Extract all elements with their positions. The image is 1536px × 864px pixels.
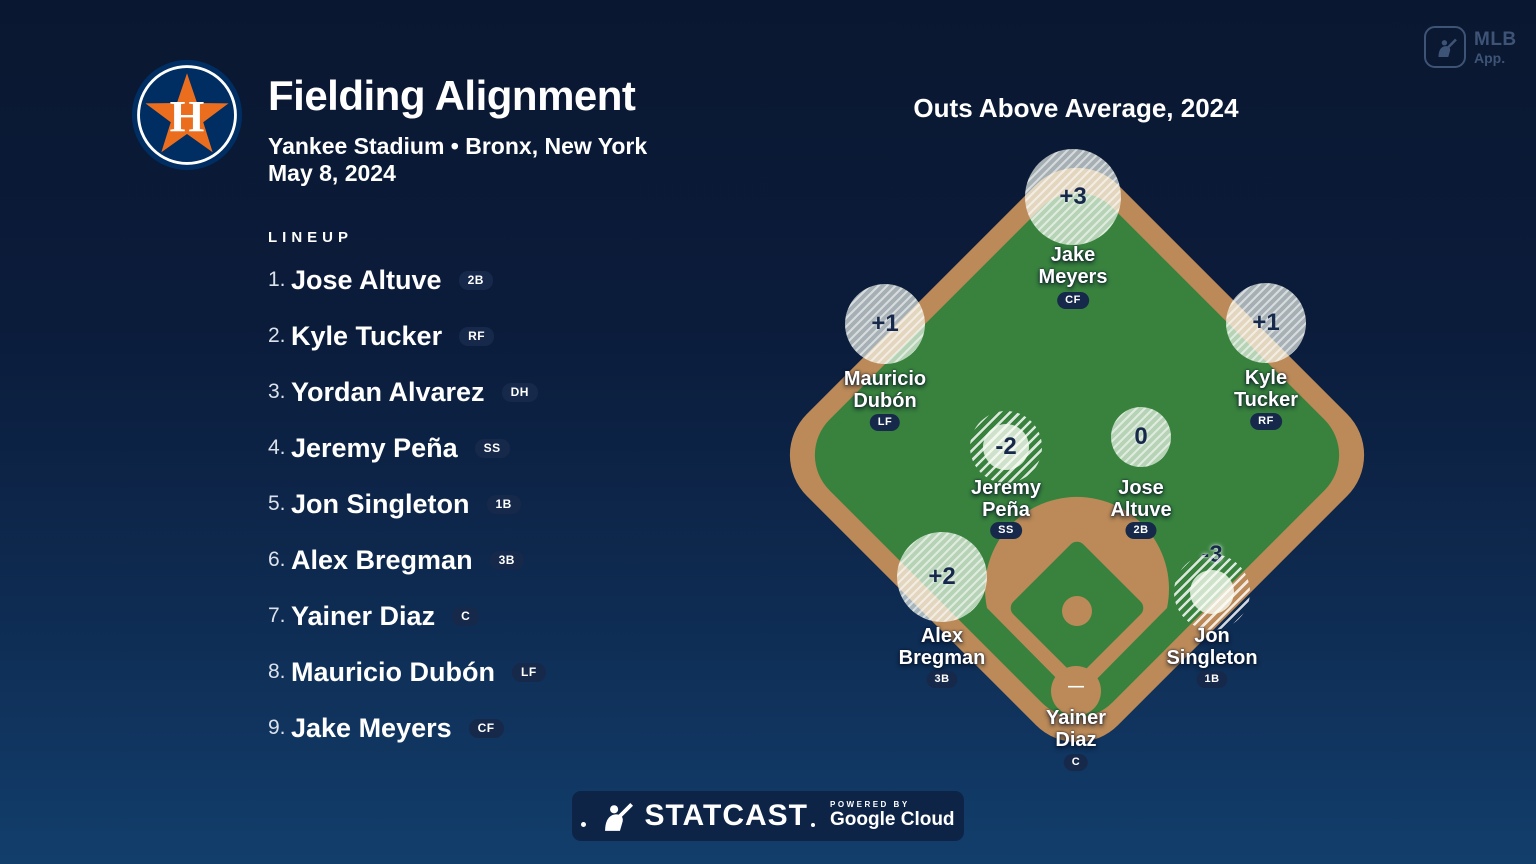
- game-date: May 8, 2024: [268, 160, 396, 186]
- position-badge: 2B: [458, 270, 493, 290]
- lineup-order: 8.: [268, 660, 286, 683]
- lineup-order: 5.: [268, 492, 286, 515]
- player-name: Yainer Diaz: [1045, 707, 1107, 751]
- position-badge: CF: [468, 718, 504, 738]
- lineup-row: 5. Jon Singleton 1B: [268, 476, 546, 532]
- lineup-list: 1. Jose Altuve 2B 2. Kyle Tucker RF 3. Y…: [268, 252, 546, 756]
- position-badge: SS: [474, 438, 510, 458]
- lineup-player-name: Mauricio Dubón: [291, 656, 495, 687]
- powered-by-label: POWERED BY: [830, 800, 910, 810]
- player-name: Mauricio Dubón: [843, 368, 927, 412]
- astros-monogram: H: [170, 91, 205, 141]
- player-name: Alex Bregman: [898, 625, 986, 669]
- mlb-app-icon: [1424, 26, 1466, 68]
- oaa-bubble: +2: [897, 532, 987, 622]
- position-badge: DH: [501, 382, 538, 402]
- lineup-row: 9. Jake Meyers CF: [268, 700, 546, 756]
- statcast-dot: [581, 821, 587, 827]
- venue-location: Yankee Stadium • Bronx, New York: [268, 133, 648, 159]
- mlb-app-label-app: App.: [1474, 49, 1506, 66]
- oaa-value-none: —: [1068, 678, 1084, 695]
- player-name: Jose Altuve: [1110, 477, 1172, 521]
- position-badge: 3B: [926, 671, 958, 688]
- position-badge: LF: [512, 662, 546, 682]
- page-title: Fielding Alignment: [268, 72, 636, 119]
- position-badge: 1B: [486, 494, 521, 514]
- player-name: Jon Singleton: [1166, 625, 1258, 669]
- lineup-player-name: Alex Bregman: [291, 544, 473, 575]
- statcast-trademark-dot: [811, 823, 815, 827]
- oaa-bubble: +1: [1226, 283, 1306, 363]
- lineup-player-name: Kyle Tucker: [291, 320, 443, 351]
- lineup-order: 7.: [268, 604, 286, 627]
- position-badge: 3B: [489, 550, 524, 570]
- position-badge: LF: [869, 414, 901, 431]
- oaa-value: +1: [1252, 309, 1280, 336]
- pitchers-mound: [1062, 596, 1092, 626]
- oaa-bubble: +3: [1025, 149, 1121, 245]
- lineup-player-name: Yainer Diaz: [291, 600, 436, 631]
- player-name: Jeremy Peña: [970, 477, 1042, 521]
- position-badge: 1B: [1196, 671, 1228, 688]
- position-badge: C: [452, 606, 480, 626]
- mlb-app-logo: MLB App.: [1424, 26, 1517, 68]
- lineup-label: LINEUP: [268, 229, 354, 246]
- oaa-title: Outs Above Average, 2024: [913, 93, 1239, 123]
- lineup-player-name: Jeremy Peña: [291, 432, 458, 463]
- lineup-order: 1.: [268, 268, 286, 291]
- oaa-value: +2: [928, 563, 956, 590]
- position-badge: SS: [990, 522, 1022, 539]
- player-name: Jake Meyers: [1038, 244, 1108, 288]
- home-plate-circle: [1051, 666, 1101, 716]
- lineup-order: 9.: [268, 716, 286, 739]
- mlb-app-label-mlb: MLB: [1474, 28, 1517, 50]
- lineup-row: 1. Jose Altuve 2B: [268, 252, 546, 308]
- lineup-row: 7. Yainer Diaz C: [268, 588, 546, 644]
- lineup-order: 4.: [268, 436, 286, 459]
- position-badge: C: [1063, 754, 1089, 771]
- oaa-value: 0: [1134, 423, 1148, 450]
- position-badge: RF: [459, 326, 495, 346]
- lineup-row: 8. Mauricio Dubón LF: [268, 644, 546, 700]
- position-badge: RF: [1250, 413, 1282, 430]
- lineup-player-name: Yordan Alvarez: [291, 376, 485, 407]
- oaa-value: +3: [1059, 183, 1087, 210]
- oaa-bubble: +1: [845, 284, 925, 364]
- lineup-order: 6.: [268, 548, 286, 571]
- lineup-row: 2. Kyle Tucker RF: [268, 308, 546, 364]
- lineup-row: 3. Yordan Alvarez DH: [268, 364, 546, 420]
- oaa-value: +1: [871, 310, 899, 337]
- astros-star: [145, 73, 229, 153]
- lineup-order: 2.: [268, 324, 286, 347]
- lineup-row: 4. Jeremy Peña SS: [268, 420, 546, 476]
- statcast-bar: STATCAST POWERED BY Google Cloud: [572, 791, 964, 841]
- oaa-value: -2: [995, 433, 1017, 460]
- statcast-wordmark: STATCAST: [644, 799, 808, 832]
- oaa-bubble-negative: -2: [970, 411, 1042, 483]
- google-cloud-label: Google Cloud: [830, 808, 955, 830]
- lineup-player-name: Jose Altuve: [291, 264, 442, 295]
- lineup-row: 6. Alex Bregman 3B: [268, 532, 546, 588]
- oaa-bubble: 0: [1111, 407, 1171, 467]
- lineup-order: 3.: [268, 380, 286, 403]
- position-badge: CF: [1057, 292, 1089, 309]
- lineup-player-name: Jake Meyers: [291, 712, 452, 743]
- astros-team-logo: H: [131, 59, 243, 171]
- position-badge: 2B: [1125, 522, 1157, 539]
- player-name: Kyle Tucker: [1233, 367, 1299, 411]
- mlb-batter-icon: [605, 802, 634, 831]
- oaa-bubble-negative: [1174, 554, 1250, 630]
- lineup-player-name: Jon Singleton: [291, 488, 470, 519]
